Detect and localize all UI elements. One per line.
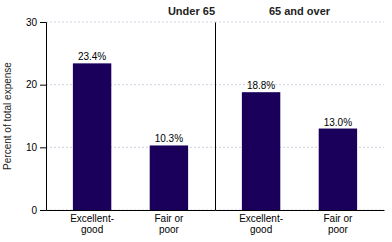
y-axis-line — [40, 23, 47, 211]
panel: 18.8% 13.0% Excellent-good Fair orpoor 65 an… — [215, 5, 385, 235]
data-label: 18.8% — [247, 80, 275, 91]
y-tick-label: 30 — [26, 17, 38, 28]
y-tick: 30 — [26, 17, 46, 28]
y-tick: 20 — [26, 79, 46, 90]
x-axis-line — [47, 210, 216, 211]
panel-title: Under 65 — [168, 5, 215, 17]
data-label: 13.0% — [324, 117, 352, 128]
chart: 23.4% 10.3% Excellent-good Fair orpoor 0 10 20… — [0, 0, 392, 242]
bar — [150, 145, 188, 210]
y-tick-label: 0 — [31, 205, 37, 216]
bars — [242, 92, 357, 210]
bars — [73, 63, 188, 210]
y-tick-mark — [40, 85, 46, 86]
y-tick-label: 20 — [26, 79, 38, 90]
x-tick-label: Excellent-good — [70, 213, 114, 235]
x-tick: Fair orpoor — [154, 210, 184, 235]
grid-line — [46, 210, 215, 211]
x-tick: Excellent-good — [70, 210, 114, 235]
y-axis-line — [215, 23, 216, 211]
x-axis: Excellent-good Fair orpoor — [216, 210, 385, 235]
y-tick-mark — [40, 22, 46, 23]
grid-line — [215, 84, 384, 85]
y-axis: 0 10 20 30 — [26, 17, 47, 216]
bar — [242, 92, 280, 210]
x-axis: Excellent-good Fair orpoor — [47, 210, 216, 235]
x-tick-label: Fair orpoor — [154, 213, 184, 235]
data-labels: 18.8% 13.0% — [247, 80, 352, 127]
y-tick: 10 — [26, 142, 46, 153]
y-tick-mark — [40, 210, 46, 211]
grid-line — [46, 147, 215, 148]
x-tick-label: Excellent-good — [239, 213, 283, 235]
panel: 23.4% 10.3% Excellent-good Fair orpoor 0 10 20… — [2, 5, 216, 235]
grid-line — [215, 210, 384, 211]
x-axis-line — [216, 210, 385, 211]
grid — [46, 22, 215, 210]
grid-line — [215, 147, 384, 148]
grid-line — [46, 22, 215, 23]
y-tick-mark — [40, 147, 46, 148]
x-tick: Fair orpoor — [323, 210, 353, 235]
x-tick: Excellent-good — [239, 210, 283, 235]
bar — [319, 129, 357, 210]
bar — [73, 63, 111, 210]
y-tick: 0 — [31, 205, 46, 216]
data-label: 10.3% — [155, 133, 183, 144]
panel-title: 65 and over — [269, 5, 331, 17]
x-tick-label: Fair orpoor — [323, 213, 353, 235]
data-labels: 23.4% 10.3% — [78, 51, 183, 144]
data-label: 23.4% — [78, 51, 106, 62]
grid — [215, 22, 384, 210]
grid-line — [46, 84, 215, 85]
y-axis-title: Percent of total expense — [2, 62, 13, 170]
y-tick-label: 10 — [26, 142, 38, 153]
y-axis — [215, 23, 216, 211]
grid-line — [215, 22, 384, 23]
